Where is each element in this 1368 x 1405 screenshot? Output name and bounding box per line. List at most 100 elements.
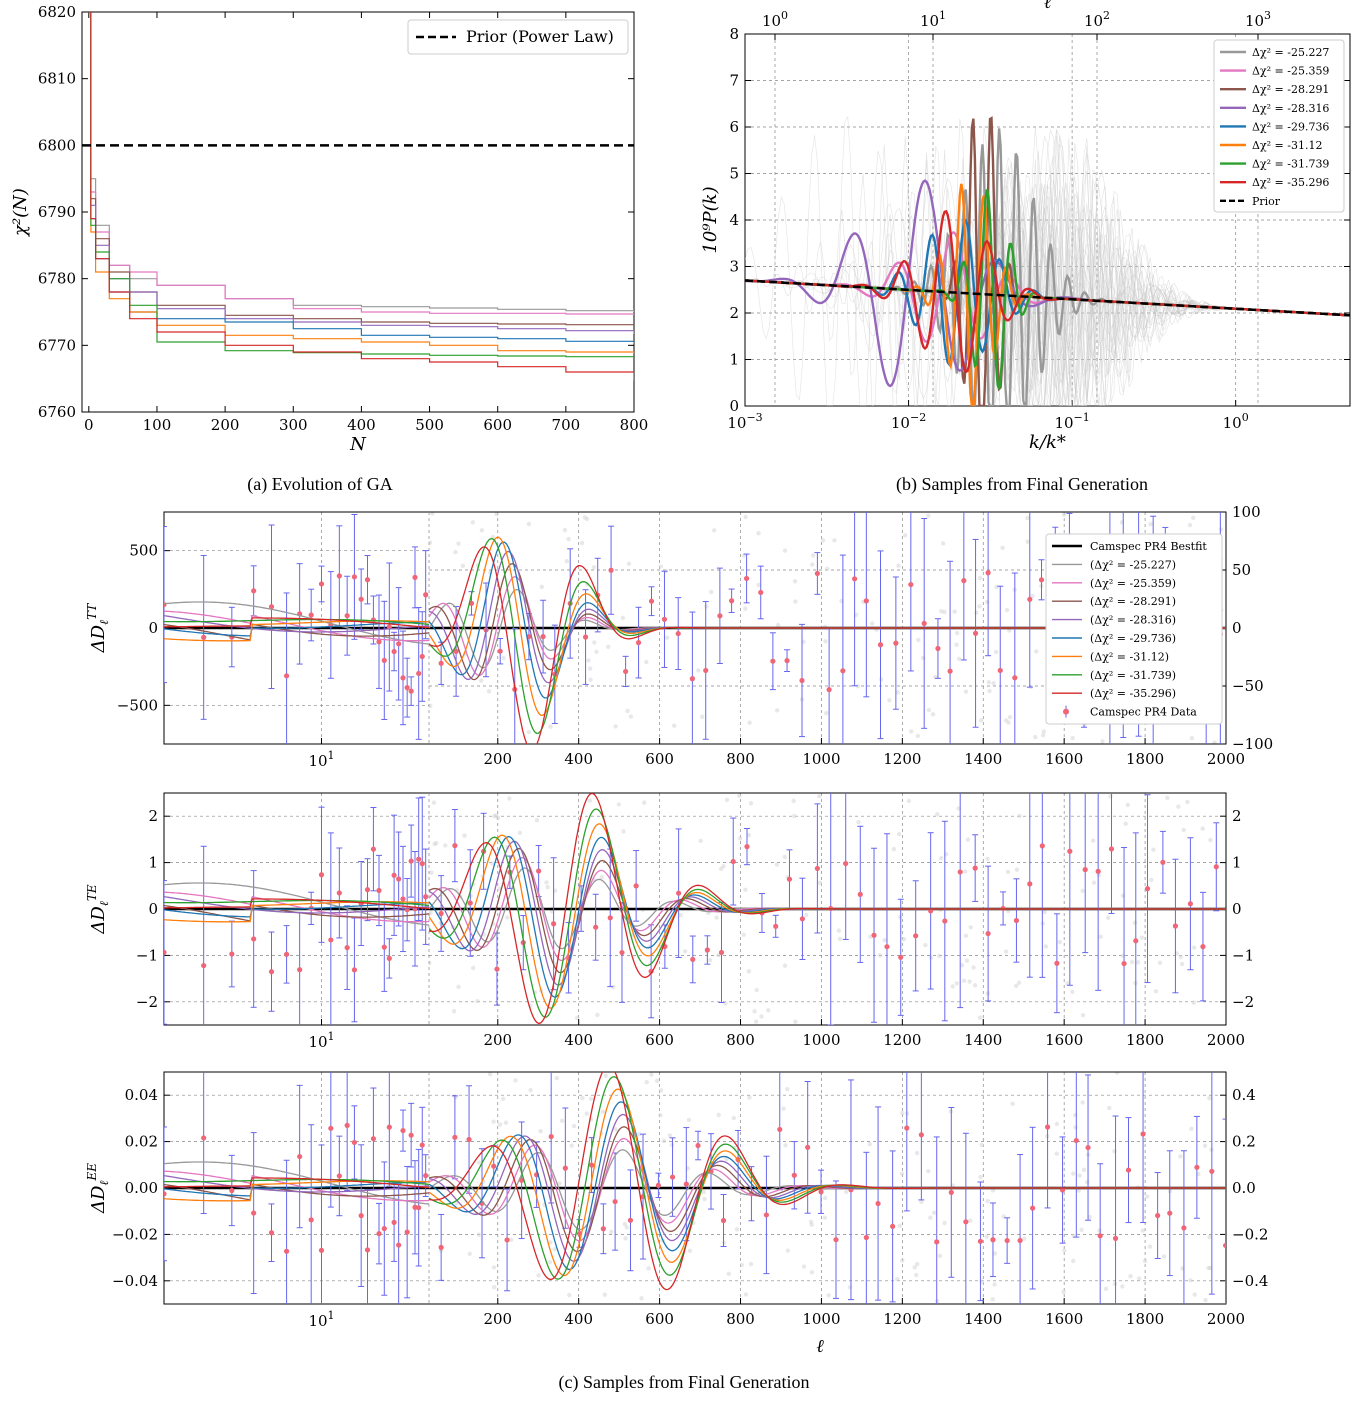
data-marker — [297, 1153, 303, 1160]
background-point — [1107, 1105, 1112, 1111]
background-point — [923, 942, 928, 948]
data-marker — [1095, 868, 1101, 874]
data-marker — [843, 860, 849, 867]
data-marker — [1004, 1237, 1010, 1244]
data-marker — [582, 634, 589, 640]
background-point — [462, 833, 467, 838]
background-point — [1022, 1236, 1027, 1241]
data-marker — [720, 1217, 727, 1224]
background-point — [622, 1221, 628, 1227]
background-point — [699, 714, 705, 719]
background-point — [431, 800, 437, 805]
background-point — [456, 984, 461, 990]
background-point — [754, 987, 759, 993]
background-point — [701, 1189, 706, 1195]
data-marker — [423, 894, 429, 900]
data-marker — [619, 949, 625, 956]
background-point — [956, 656, 962, 662]
background-point — [559, 1118, 565, 1123]
panel-a-chi2-evolution: 0 100 200 300 400 500 600 700 800 6760 6770 6780 679… — [10, 3, 648, 455]
background-point — [709, 589, 714, 595]
background-point — [822, 1195, 828, 1201]
background-point — [724, 1157, 729, 1162]
data-marker — [893, 640, 899, 646]
background-point — [1007, 628, 1012, 633]
background-point — [470, 965, 476, 971]
background-point — [548, 724, 553, 729]
background-point — [1100, 739, 1105, 744]
data-marker — [336, 1173, 342, 1179]
background-point — [1061, 512, 1067, 517]
data-marker — [364, 577, 371, 583]
right-x-tick-label: 2000 — [1207, 1310, 1245, 1328]
model-curve-gray — [164, 882, 429, 926]
series-line-brown — [88, 12, 634, 326]
background-point — [723, 1001, 728, 1006]
background-point — [804, 912, 809, 918]
model-curve-red — [164, 617, 429, 629]
data-marker — [957, 869, 963, 875]
background-point — [1147, 1244, 1153, 1249]
background-point — [443, 843, 448, 848]
background-point — [1191, 1000, 1197, 1005]
legend-box — [407, 19, 629, 55]
background-point — [1043, 944, 1049, 949]
y-axis-label: ΔDℓTE — [85, 884, 111, 934]
background-point — [566, 536, 571, 542]
data-marker — [438, 660, 444, 666]
right-data — [438, 793, 1220, 1025]
background-point — [914, 1150, 920, 1156]
background-point — [774, 862, 780, 867]
background-point — [906, 798, 912, 804]
data-marker — [1017, 1237, 1023, 1244]
background-point — [756, 530, 761, 536]
data-marker — [438, 1244, 444, 1250]
legend: Camspec PR4 Bestfit (Δχ² = -25.227) (Δχ² =… — [1045, 533, 1223, 725]
y-tick-label: 8 — [729, 25, 739, 43]
data-marker — [328, 937, 334, 943]
data-marker — [408, 1132, 414, 1138]
background-point — [600, 1109, 606, 1114]
series-line-gray — [88, 12, 634, 312]
y-axis-label: 10⁹P(k) — [700, 186, 721, 253]
data-marker — [1013, 917, 1020, 924]
background-point — [539, 584, 545, 590]
y-axis-label: ΔDℓEE — [85, 1163, 111, 1214]
right-x-tick-label: 1400 — [964, 1031, 1002, 1049]
right-x-tick-label: 1600 — [1045, 1031, 1083, 1049]
data-marker — [1187, 901, 1193, 907]
background-point — [696, 668, 701, 673]
data-marker — [351, 967, 358, 973]
background-point — [824, 710, 829, 716]
x-tick-label: 100 — [1223, 411, 1249, 432]
data-marker — [786, 876, 793, 882]
background-point — [587, 798, 593, 803]
legend-label: Δχ² = -29.736 — [1252, 120, 1329, 133]
right-x-tick-label: 600 — [645, 750, 674, 768]
data-marker — [1181, 1225, 1187, 1231]
background-point — [1132, 920, 1138, 925]
background-point — [497, 1122, 503, 1127]
right-x-tick-label: 1000 — [802, 1310, 840, 1328]
data-marker — [318, 872, 325, 878]
y-axis-label: χ²(N) — [10, 188, 31, 238]
data-marker — [1167, 1210, 1173, 1216]
data-marker — [589, 1162, 595, 1168]
data-marker — [408, 688, 414, 694]
background-point — [478, 678, 484, 683]
background-point — [718, 866, 724, 872]
background-point — [430, 512, 435, 516]
background-point — [974, 610, 979, 615]
top-axis-label: ℓ — [1044, 0, 1052, 13]
background-point — [685, 1166, 691, 1171]
background-point — [825, 566, 830, 571]
data-marker — [1112, 1235, 1119, 1241]
background-point — [895, 690, 900, 695]
data-marker — [669, 1174, 676, 1180]
background-point — [823, 639, 828, 644]
data-marker — [400, 675, 406, 681]
background-point — [1120, 1284, 1125, 1289]
background-point — [992, 1251, 998, 1256]
legend-label: (Δχ² = -25.359) — [1090, 577, 1176, 590]
